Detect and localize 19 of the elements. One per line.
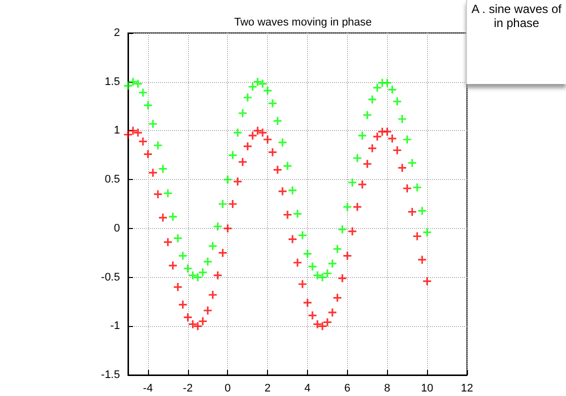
x-tick-label: 8	[384, 382, 390, 394]
y-tick-label: 0.5	[104, 174, 120, 186]
y-tick-label: -1	[110, 320, 120, 332]
x-tick-label: 12	[460, 382, 474, 394]
x-tick-label: -4	[143, 382, 153, 394]
x-tick-label: 0	[224, 382, 231, 394]
x-tick-label: 4	[304, 382, 311, 394]
x-tick-label: 2	[264, 382, 271, 394]
y-tick-label: 1.5	[104, 76, 120, 88]
y-tick-label: -1.5	[101, 369, 120, 381]
x-tick-label: 10	[420, 382, 434, 394]
y-tick-label: -0.5	[101, 271, 120, 284]
chart-title: Two waves moving in phase	[234, 16, 372, 28]
y-tick-label: 0	[114, 222, 120, 234]
y-tick-label: 2	[114, 27, 120, 39]
x-tick-label: 6	[344, 382, 350, 394]
x-tick-label: -2	[182, 382, 193, 394]
y-tick-label: 1	[114, 124, 120, 137]
text: A . sine waves of in phase	[470, 2, 563, 30]
